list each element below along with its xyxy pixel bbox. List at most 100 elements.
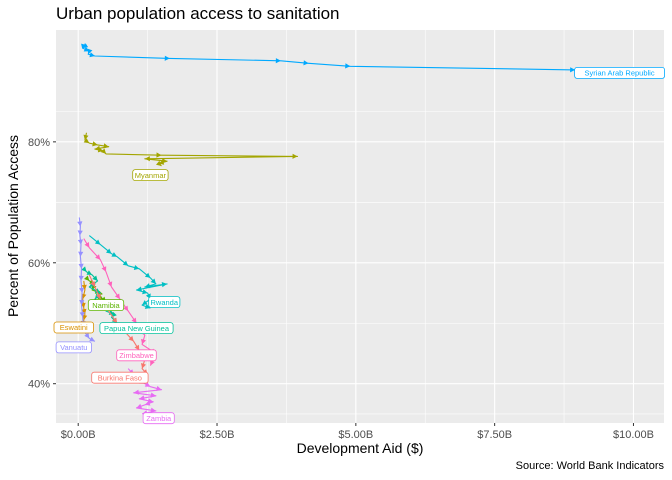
data-point-arrow [156,385,162,391]
data-point-arrow [107,281,113,287]
data-point-arrow [106,248,112,254]
series-label-text: Syrian Arab Republic [585,69,655,78]
data-point-arrow [142,300,148,306]
data-point-arrow [133,389,139,395]
series-label-text: Zambia [146,414,172,423]
data-point-arrow [90,281,96,287]
series-label: Papua New Guinea [99,322,174,335]
data-point-arrow [123,305,129,312]
data-point-arrow [95,254,101,260]
data-point-arrow [164,55,170,61]
data-point-arrow [150,359,155,366]
series-label-box [99,322,174,335]
chart-title: Urban population access to sanitation [56,4,340,23]
data-point-arrow [83,134,89,140]
series-label-text: Papua New Guinea [104,324,170,333]
chart-caption: Source: World Bank Indicators [515,460,664,472]
series-papua-new-guinea [81,266,118,324]
data-point-arrow [77,221,83,227]
x-tick-label: $7.50B [477,429,512,441]
grid-minor [56,30,664,423]
data-point-arrow [161,282,168,288]
data-point-arrow [101,266,107,272]
y-tick-label: 60% [28,258,50,270]
x-tick-label: $0.00B [61,429,96,441]
data-point-arrow [150,407,156,413]
data-point-arrow [156,152,162,158]
data-point-arrow [94,288,101,293]
series-label-box [53,321,94,334]
series-label: Namibia [87,299,125,312]
series-label-text: Zimbabwe [119,351,154,360]
data-point-arrow [79,287,85,293]
series-label: Burkina Faso [91,371,149,384]
series-label-box [55,341,92,354]
x-tick-label: $5.00B [338,429,373,441]
data-point-arrow [136,286,142,292]
data-point-arrow [122,260,129,266]
data-point-arrow [92,275,98,281]
data-point-arrow [81,266,87,272]
data-point-arrow [144,304,151,309]
data-point-arrow [79,312,85,318]
data-point-arrow [128,335,134,342]
series-label-box [116,349,157,362]
data-point-arrow [81,293,87,300]
data-point-arrow [144,400,151,406]
data-point-arrow [77,230,83,236]
data-point-arrow [89,336,95,342]
y-axis-title: Percent of Population Access [5,135,21,317]
data-point-arrow [96,293,101,300]
data-point-arrow [114,293,120,300]
label-layer: Syrian Arab Republic Myanmar Rwanda Namibia… [53,67,665,425]
series-myanmar [83,132,299,167]
series-label: Zimbabwe [116,349,157,362]
data-point-arrow [100,148,106,154]
data-point-arrow [78,251,84,257]
data-point-arrow [142,289,148,295]
series-label-text: Namibia [92,301,120,310]
data-point-arrow [150,278,156,284]
data-point-arrow [303,60,309,66]
data-point-arrow [144,272,151,278]
data-point-arrow [144,382,151,387]
data-point-arrow [89,52,95,58]
data-point-arrow [141,338,146,345]
data-point-arrow [78,263,84,269]
data-point-arrow [141,363,146,369]
data-point-arrow [84,275,90,281]
y-axis-ticks: 40% 60% 80% [28,137,56,391]
data-point-arrow [81,308,87,315]
data-point-arrow [150,392,156,398]
series-label-text: Myanmar [135,171,167,180]
series-label-box [148,296,181,309]
series-label: Rwanda [148,296,181,309]
data-point-arrow [81,284,87,290]
data-point-arrow [275,58,281,64]
data-point-arrow [92,141,98,147]
series-label: Zambia [142,412,175,425]
data-point-arrow [570,67,576,73]
data-point-arrow [139,395,145,401]
series-label-box [91,371,149,384]
series-label-text: Burkina Faso [98,373,142,382]
x-tick-label: $2.50B [200,429,235,441]
data-point-arrow [94,239,101,245]
series-label-text: Eswatini [60,323,88,332]
data-point-arrow [131,317,137,324]
grid-major [56,30,664,423]
series-label: Myanmar [132,169,169,182]
series-label-box [87,299,125,312]
data-point-arrow [84,332,90,339]
data-point-arrow [77,239,83,245]
series-label: Eswatini [53,321,94,334]
data-point-arrow [112,317,118,324]
series-label: Syrian Arab Republic [574,67,665,79]
data-point-arrow [292,153,298,159]
data-point-arrow [86,270,93,275]
data-point-arrow [82,314,88,321]
data-point-arrow [87,48,93,55]
series-label-box [574,67,665,79]
data-point-arrow [84,242,90,248]
series-label-text: Rwanda [151,298,179,307]
